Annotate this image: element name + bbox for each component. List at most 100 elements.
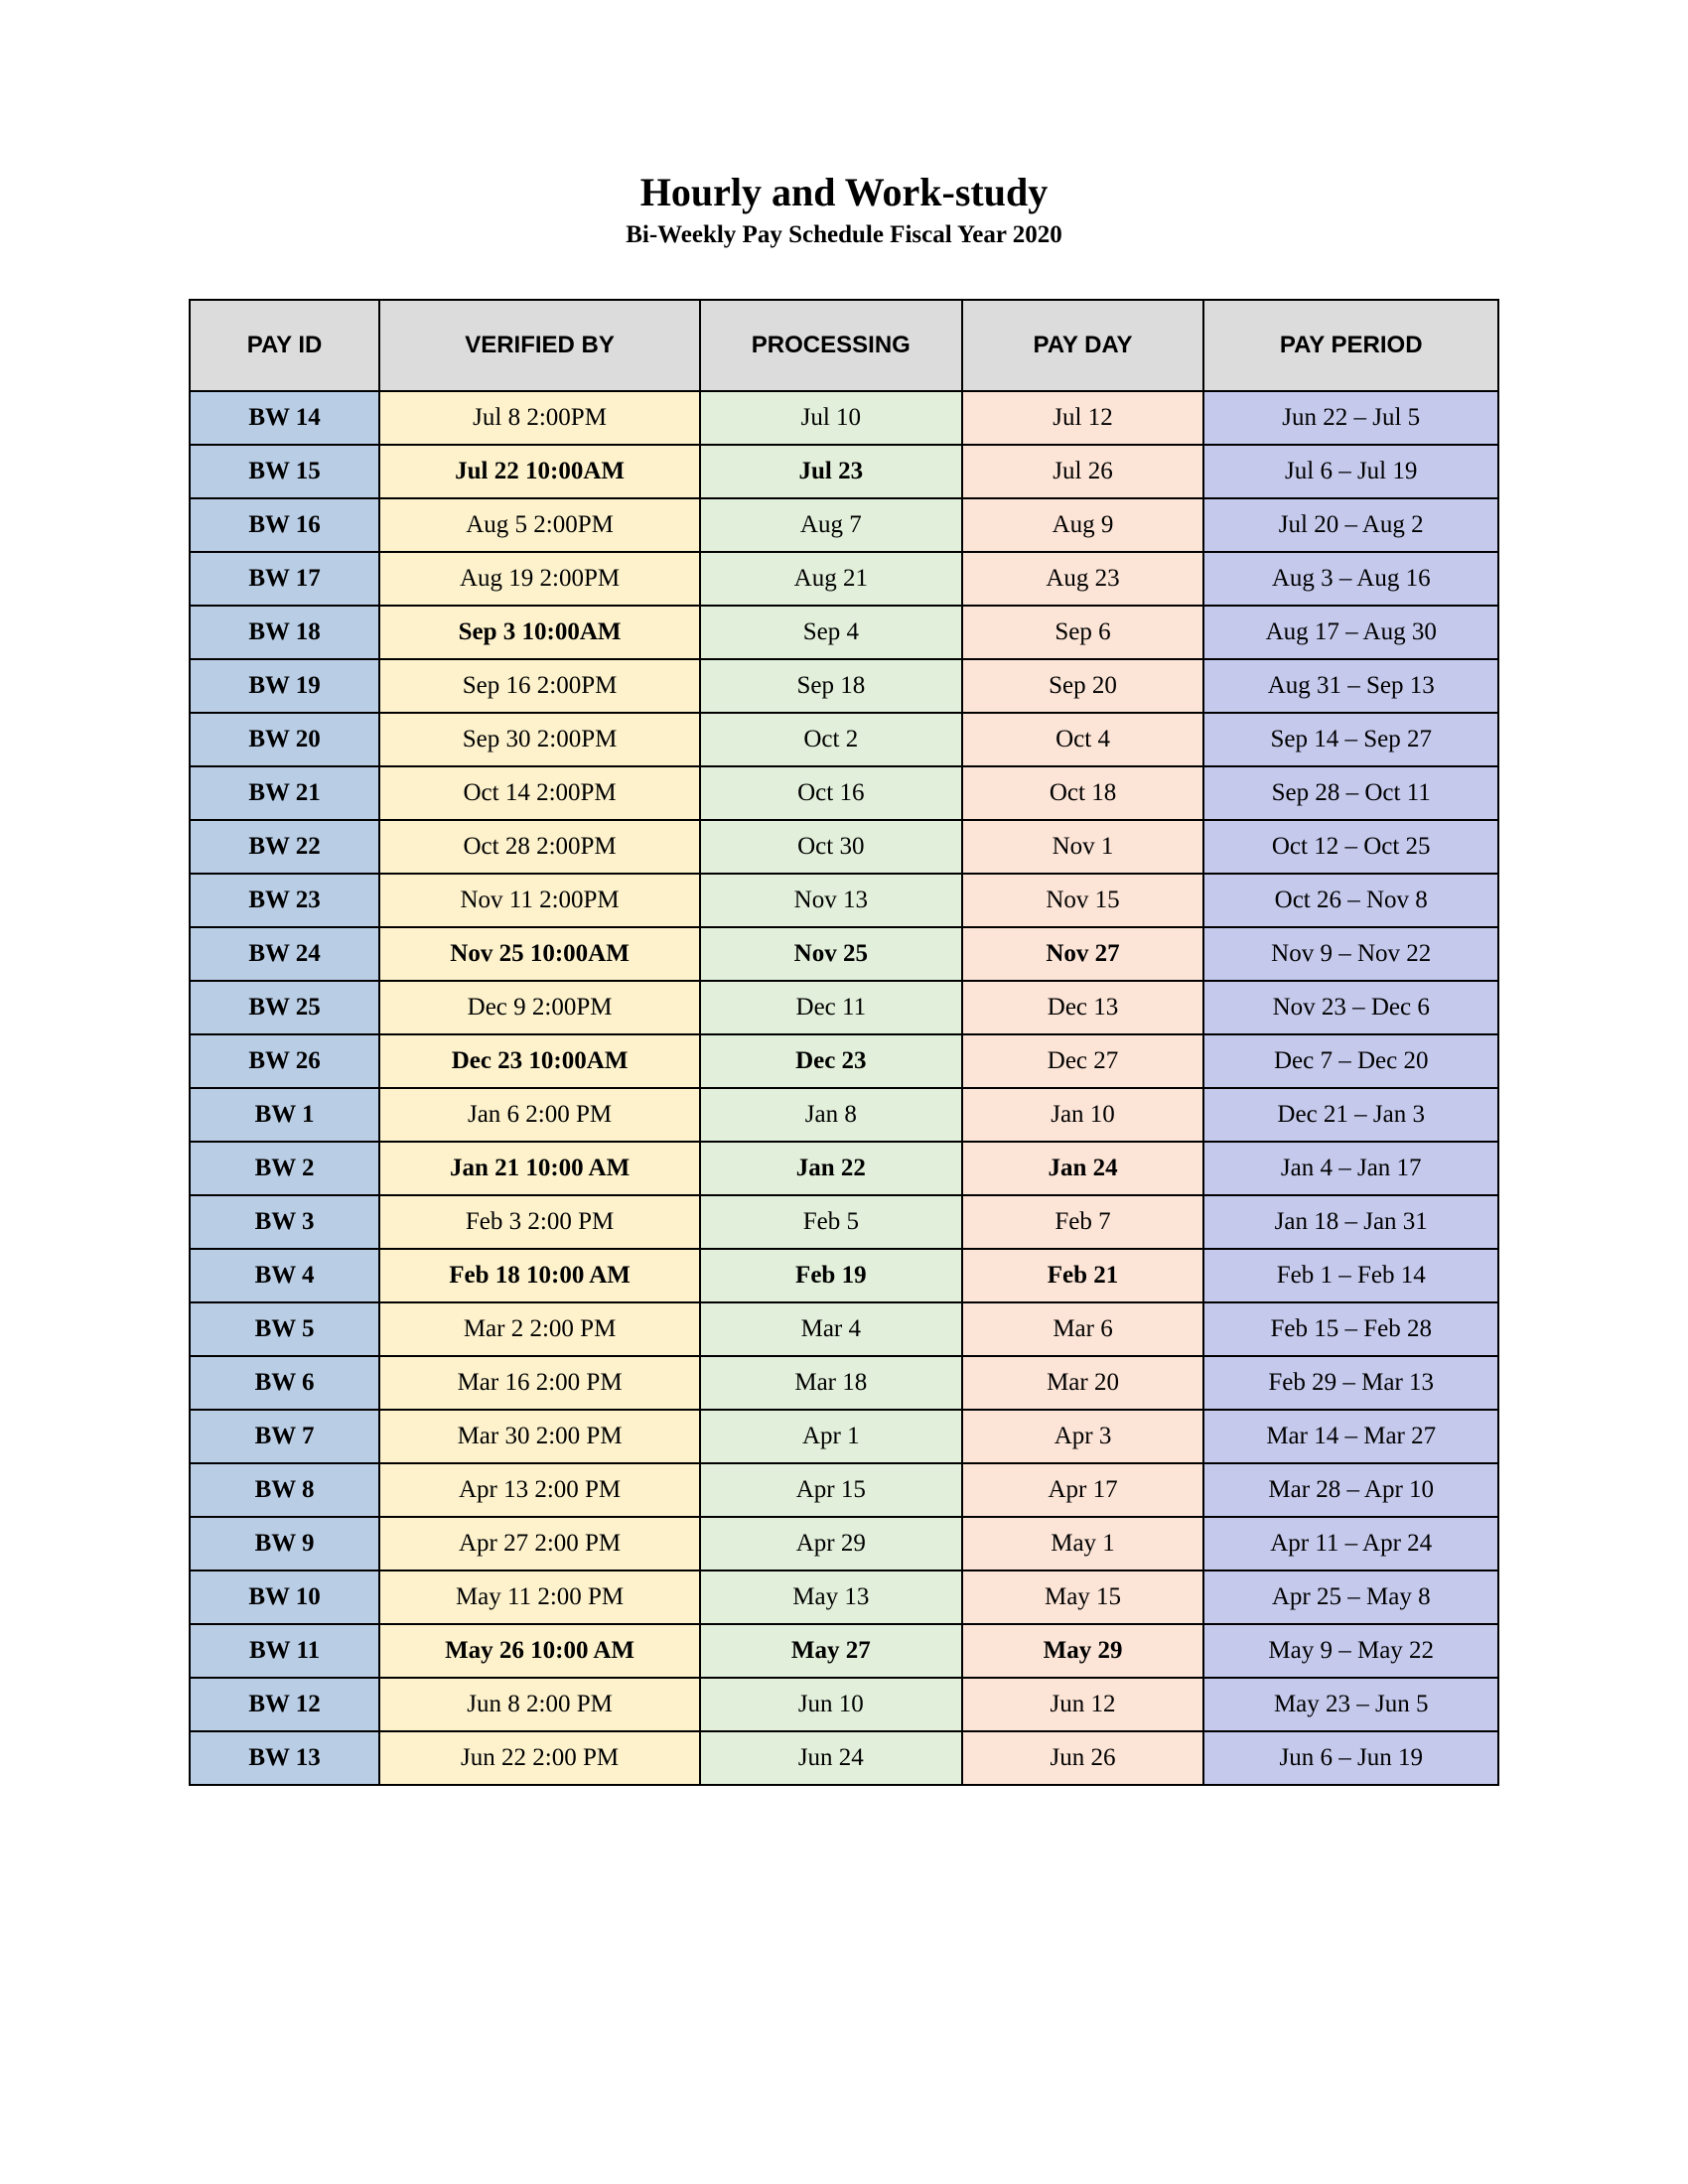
- table-row: BW 7Mar 30 2:00 PMApr 1Apr 3Mar 14 – Mar…: [190, 1410, 1498, 1463]
- cell-pay_day: Nov 1: [962, 820, 1204, 874]
- cell-pay_id: BW 5: [190, 1302, 379, 1356]
- cell-pay_day: Nov 27: [962, 927, 1204, 981]
- table-row: BW 4Feb 18 10:00 AMFeb 19Feb 21Feb 1 – F…: [190, 1249, 1498, 1302]
- cell-pay_period: May 9 – May 22: [1203, 1624, 1498, 1678]
- table-row: BW 12Jun 8 2:00 PMJun 10Jun 12May 23 – J…: [190, 1678, 1498, 1731]
- cell-pay_id: BW 11: [190, 1624, 379, 1678]
- cell-pay_id: BW 13: [190, 1731, 379, 1785]
- table-row: BW 18Sep 3 10:00AMSep 4Sep 6Aug 17 – Aug…: [190, 606, 1498, 659]
- table-row: BW 21Oct 14 2:00PMOct 16Oct 18Sep 28 – O…: [190, 766, 1498, 820]
- table-row: BW 23Nov 11 2:00PMNov 13Nov 15Oct 26 – N…: [190, 874, 1498, 927]
- cell-pay_id: BW 6: [190, 1356, 379, 1410]
- table-row: BW 22Oct 28 2:00PMOct 30Nov 1Oct 12 – Oc…: [190, 820, 1498, 874]
- cell-processing: Jan 8: [700, 1088, 962, 1142]
- cell-pay_period: Apr 25 – May 8: [1203, 1570, 1498, 1624]
- cell-processing: Oct 16: [700, 766, 962, 820]
- cell-verified_by: Sep 30 2:00PM: [379, 713, 700, 766]
- cell-pay_period: May 23 – Jun 5: [1203, 1678, 1498, 1731]
- header-row: PAY ID VERIFIED BY PROCESSING PAY DAY PA…: [190, 300, 1498, 391]
- table-row: BW 3Feb 3 2:00 PMFeb 5Feb 7Jan 18 – Jan …: [190, 1195, 1498, 1249]
- cell-processing: Jun 24: [700, 1731, 962, 1785]
- cell-pay_period: Jul 20 – Aug 2: [1203, 498, 1498, 552]
- cell-pay_id: BW 16: [190, 498, 379, 552]
- cell-processing: Jul 23: [700, 445, 962, 498]
- cell-verified_by: Dec 23 10:00AM: [379, 1034, 700, 1088]
- cell-processing: Sep 4: [700, 606, 962, 659]
- cell-pay_day: Jul 12: [962, 391, 1204, 445]
- cell-pay_period: Feb 1 – Feb 14: [1203, 1249, 1498, 1302]
- cell-processing: Aug 7: [700, 498, 962, 552]
- page-title: Hourly and Work-study: [189, 169, 1499, 215]
- table-row: BW 11May 26 10:00 AMMay 27May 29May 9 – …: [190, 1624, 1498, 1678]
- header-pay-day: PAY DAY: [962, 300, 1204, 391]
- table-row: BW 25Dec 9 2:00PMDec 11Dec 13Nov 23 – De…: [190, 981, 1498, 1034]
- table-row: BW 8Apr 13 2:00 PMApr 15Apr 17Mar 28 – A…: [190, 1463, 1498, 1517]
- table-body: BW 14Jul 8 2:00PMJul 10Jul 12Jun 22 – Ju…: [190, 391, 1498, 1785]
- cell-pay_day: Dec 13: [962, 981, 1204, 1034]
- table-row: BW 10May 11 2:00 PMMay 13May 15Apr 25 – …: [190, 1570, 1498, 1624]
- cell-processing: Apr 1: [700, 1410, 962, 1463]
- table-row: BW 6Mar 16 2:00 PMMar 18Mar 20Feb 29 – M…: [190, 1356, 1498, 1410]
- header-pay-period: PAY PERIOD: [1203, 300, 1498, 391]
- cell-verified_by: Sep 16 2:00PM: [379, 659, 700, 713]
- cell-pay_period: Jan 4 – Jan 17: [1203, 1142, 1498, 1195]
- cell-pay_id: BW 7: [190, 1410, 379, 1463]
- cell-processing: Nov 25: [700, 927, 962, 981]
- cell-pay_period: Dec 21 – Jan 3: [1203, 1088, 1498, 1142]
- cell-pay_day: Aug 23: [962, 552, 1204, 606]
- table-row: BW 15Jul 22 10:00AMJul 23Jul 26Jul 6 – J…: [190, 445, 1498, 498]
- cell-pay_day: Apr 3: [962, 1410, 1204, 1463]
- header-verified-by: VERIFIED BY: [379, 300, 700, 391]
- cell-processing: Jan 22: [700, 1142, 962, 1195]
- table-row: BW 9Apr 27 2:00 PMApr 29May 1Apr 11 – Ap…: [190, 1517, 1498, 1570]
- table-row: BW 13Jun 22 2:00 PMJun 24Jun 26Jun 6 – J…: [190, 1731, 1498, 1785]
- cell-pay_period: Jun 6 – Jun 19: [1203, 1731, 1498, 1785]
- cell-pay_period: Sep 14 – Sep 27: [1203, 713, 1498, 766]
- cell-verified_by: May 26 10:00 AM: [379, 1624, 700, 1678]
- cell-processing: May 13: [700, 1570, 962, 1624]
- cell-verified_by: Apr 13 2:00 PM: [379, 1463, 700, 1517]
- cell-verified_by: Oct 28 2:00PM: [379, 820, 700, 874]
- table-row: BW 17Aug 19 2:00PMAug 21Aug 23Aug 3 – Au…: [190, 552, 1498, 606]
- cell-verified_by: Feb 18 10:00 AM: [379, 1249, 700, 1302]
- cell-pay_id: BW 4: [190, 1249, 379, 1302]
- cell-pay_period: Aug 31 – Sep 13: [1203, 659, 1498, 713]
- header-pay-id: PAY ID: [190, 300, 379, 391]
- cell-pay_id: BW 3: [190, 1195, 379, 1249]
- cell-pay_day: Aug 9: [962, 498, 1204, 552]
- cell-verified_by: Jun 8 2:00 PM: [379, 1678, 700, 1731]
- cell-pay_id: BW 25: [190, 981, 379, 1034]
- cell-pay_period: Jun 22 – Jul 5: [1203, 391, 1498, 445]
- cell-verified_by: Nov 25 10:00AM: [379, 927, 700, 981]
- cell-pay_id: BW 14: [190, 391, 379, 445]
- cell-processing: Aug 21: [700, 552, 962, 606]
- cell-verified_by: Dec 9 2:00PM: [379, 981, 700, 1034]
- cell-processing: Oct 30: [700, 820, 962, 874]
- cell-pay_id: BW 22: [190, 820, 379, 874]
- cell-pay_day: May 1: [962, 1517, 1204, 1570]
- cell-pay_period: Oct 12 – Oct 25: [1203, 820, 1498, 874]
- cell-pay_day: Jul 26: [962, 445, 1204, 498]
- cell-verified_by: Aug 5 2:00PM: [379, 498, 700, 552]
- cell-pay_day: May 29: [962, 1624, 1204, 1678]
- cell-pay_period: Nov 23 – Dec 6: [1203, 981, 1498, 1034]
- cell-verified_by: Aug 19 2:00PM: [379, 552, 700, 606]
- table-row: BW 19Sep 16 2:00PMSep 18Sep 20Aug 31 – S…: [190, 659, 1498, 713]
- cell-processing: Nov 13: [700, 874, 962, 927]
- table-row: BW 2Jan 21 10:00 AMJan 22Jan 24Jan 4 – J…: [190, 1142, 1498, 1195]
- cell-pay_day: Oct 4: [962, 713, 1204, 766]
- cell-pay_period: Sep 28 – Oct 11: [1203, 766, 1498, 820]
- cell-verified_by: Mar 2 2:00 PM: [379, 1302, 700, 1356]
- cell-pay_period: Apr 11 – Apr 24: [1203, 1517, 1498, 1570]
- cell-pay_id: BW 8: [190, 1463, 379, 1517]
- cell-pay_day: Feb 7: [962, 1195, 1204, 1249]
- cell-processing: Feb 5: [700, 1195, 962, 1249]
- cell-pay_period: Mar 14 – Mar 27: [1203, 1410, 1498, 1463]
- cell-pay_day: Oct 18: [962, 766, 1204, 820]
- cell-pay_period: Feb 29 – Mar 13: [1203, 1356, 1498, 1410]
- cell-pay_day: Feb 21: [962, 1249, 1204, 1302]
- page: Hourly and Work-study Bi-Weekly Pay Sche…: [0, 0, 1688, 1786]
- cell-processing: Jul 10: [700, 391, 962, 445]
- cell-pay_day: Mar 6: [962, 1302, 1204, 1356]
- cell-pay_id: BW 21: [190, 766, 379, 820]
